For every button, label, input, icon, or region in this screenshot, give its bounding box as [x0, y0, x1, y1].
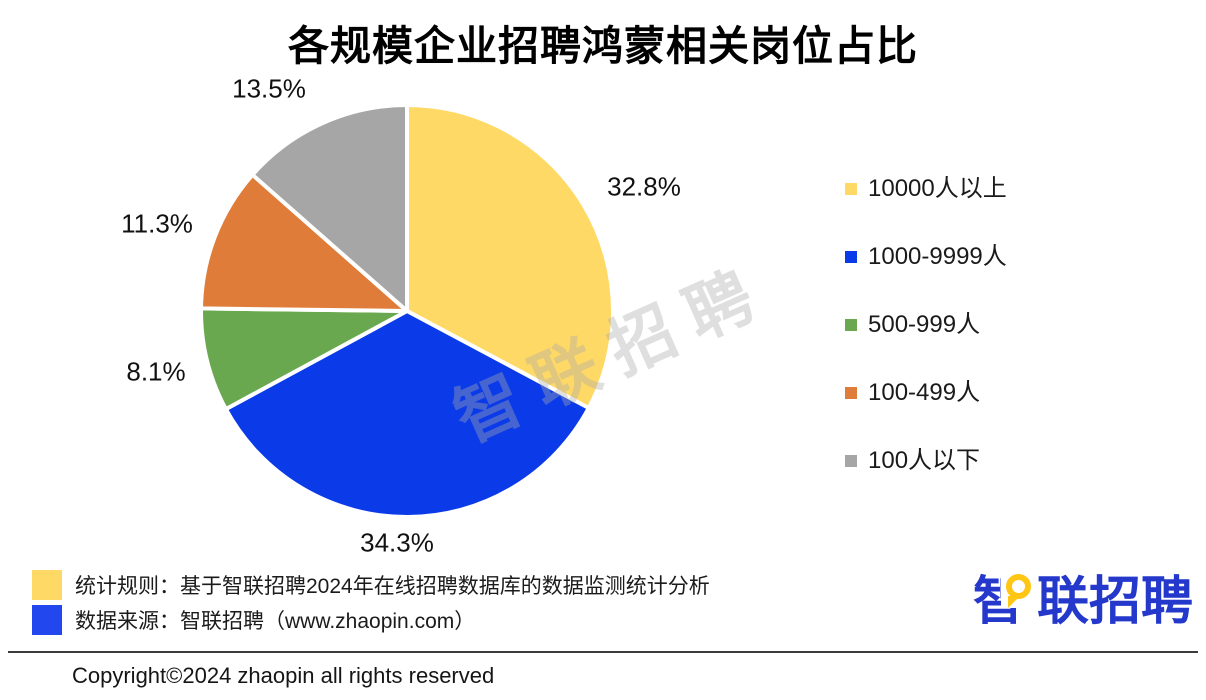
- logo-text: 联招聘: [1037, 573, 1194, 631]
- slice-percent-label: 32.8%: [607, 171, 681, 202]
- logo-char-zhi: 智: [973, 572, 1037, 630]
- footnote-swatch-icon: [32, 570, 62, 600]
- legend-label: 100-499人: [868, 379, 981, 406]
- footnote-row: 数据来源：智联招聘（www.zhaopin.com）: [32, 605, 710, 635]
- location-bubble-tail-icon: [1008, 596, 1020, 608]
- pie-slice-3: [199, 172, 409, 313]
- slice-percent-label: 8.1%: [126, 356, 186, 387]
- slice-percent-label: 13.5%: [232, 73, 306, 104]
- pie-chart: [199, 103, 615, 520]
- legend-item: 500-999人: [845, 312, 1007, 338]
- footnote-row: 统计规则：基于智联招聘2024年在线招聘数据库的数据监测统计分析: [32, 570, 710, 600]
- pie-slice-2: [199, 306, 409, 412]
- legend-label: 1000-9999人: [868, 243, 1007, 270]
- location-bubble-icon: [1006, 574, 1031, 599]
- footnote-text: 统计规则：基于智联招聘2024年在线招聘数据库的数据监测统计分析: [75, 575, 710, 598]
- legend-item: 100人以下: [845, 448, 1007, 474]
- legend-label: 10000人以上: [868, 175, 1007, 202]
- pie-slice-4: [250, 103, 409, 313]
- footer-divider: [8, 651, 1198, 653]
- legend-swatch-icon: [845, 387, 857, 399]
- legend-swatch-icon: [845, 251, 857, 263]
- legend-label: 500-999人: [868, 311, 981, 338]
- legend-item: 1000-9999人: [845, 244, 1007, 270]
- legend-swatch-icon: [845, 319, 857, 331]
- legend-label: 100人以下: [868, 447, 981, 474]
- slice-percent-label: 11.3%: [121, 208, 193, 239]
- slice-percent-label: 34.3%: [360, 527, 434, 558]
- legend: 10000人以上 1000-9999人 500-999人 100-499人 10…: [845, 176, 1007, 516]
- zhaopin-logo: 智 联招聘: [973, 572, 1194, 631]
- footnote-text: 数据来源：智联招聘（www.zhaopin.com）: [75, 610, 476, 633]
- legend-item: 100-499人: [845, 380, 1007, 406]
- pie-slice-0: [405, 103, 615, 410]
- legend-swatch-icon: [845, 183, 857, 195]
- pie-slice-1: [223, 309, 591, 520]
- footnote-swatch-icon: [32, 605, 62, 635]
- legend-swatch-icon: [845, 455, 857, 467]
- copyright-text: Copyright©2024 zhaopin all rights reserv…: [72, 663, 495, 688]
- chart-title: 各规模企业招聘鸿蒙相关岗位占比: [288, 23, 918, 69]
- legend-item: 10000人以上: [845, 176, 1007, 202]
- footnotes: 统计规则：基于智联招聘2024年在线招聘数据库的数据监测统计分析 数据来源：智联…: [32, 570, 710, 640]
